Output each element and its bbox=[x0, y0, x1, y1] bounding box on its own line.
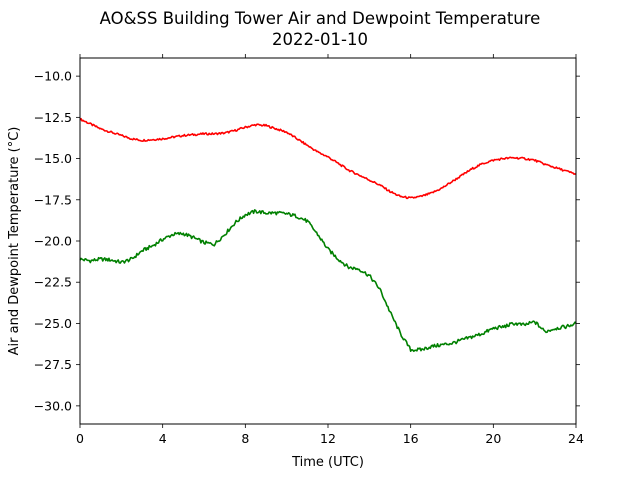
x-tick-label: 8 bbox=[241, 431, 249, 446]
x-tick-label: 20 bbox=[485, 431, 501, 446]
y-axis-label: Air and Dewpoint Temperature (°C) bbox=[7, 127, 22, 356]
x-axis-label: Time (UTC) bbox=[291, 455, 364, 470]
ticks-group: 0 4 8 12 16 20 24 −10.0 −12.5 −15.0 −17.5 −20.0 −22.… bbox=[34, 54, 584, 446]
y-tick-label: −17.5 bbox=[34, 192, 72, 207]
y-tick-label: −12.5 bbox=[34, 110, 72, 125]
x-tick-label: 0 bbox=[76, 431, 84, 446]
x-tick-label: 16 bbox=[403, 431, 419, 446]
y-tick-label: −27.5 bbox=[34, 357, 72, 372]
x-tick-label: 4 bbox=[159, 431, 167, 446]
plot-frame bbox=[79, 57, 577, 425]
x-tick-label: 24 bbox=[568, 431, 584, 446]
series-group bbox=[79, 117, 577, 353]
y-tick-label: −10.0 bbox=[34, 69, 72, 84]
y-tick-label: −20.0 bbox=[34, 234, 72, 249]
chart-title: AO&SS Building Tower Air and Dewpoint Te… bbox=[100, 9, 541, 28]
x-tick-label: 12 bbox=[320, 431, 336, 446]
series-line-1 bbox=[79, 117, 577, 200]
y-tick-label: −22.5 bbox=[34, 275, 72, 290]
y-tick-label: −15.0 bbox=[34, 151, 72, 166]
y-tick-label: −25.0 bbox=[34, 316, 72, 331]
chart-subtitle: 2022-01-10 bbox=[272, 30, 368, 49]
series-line-2 bbox=[79, 209, 577, 353]
y-tick-label: −30.0 bbox=[34, 398, 72, 413]
